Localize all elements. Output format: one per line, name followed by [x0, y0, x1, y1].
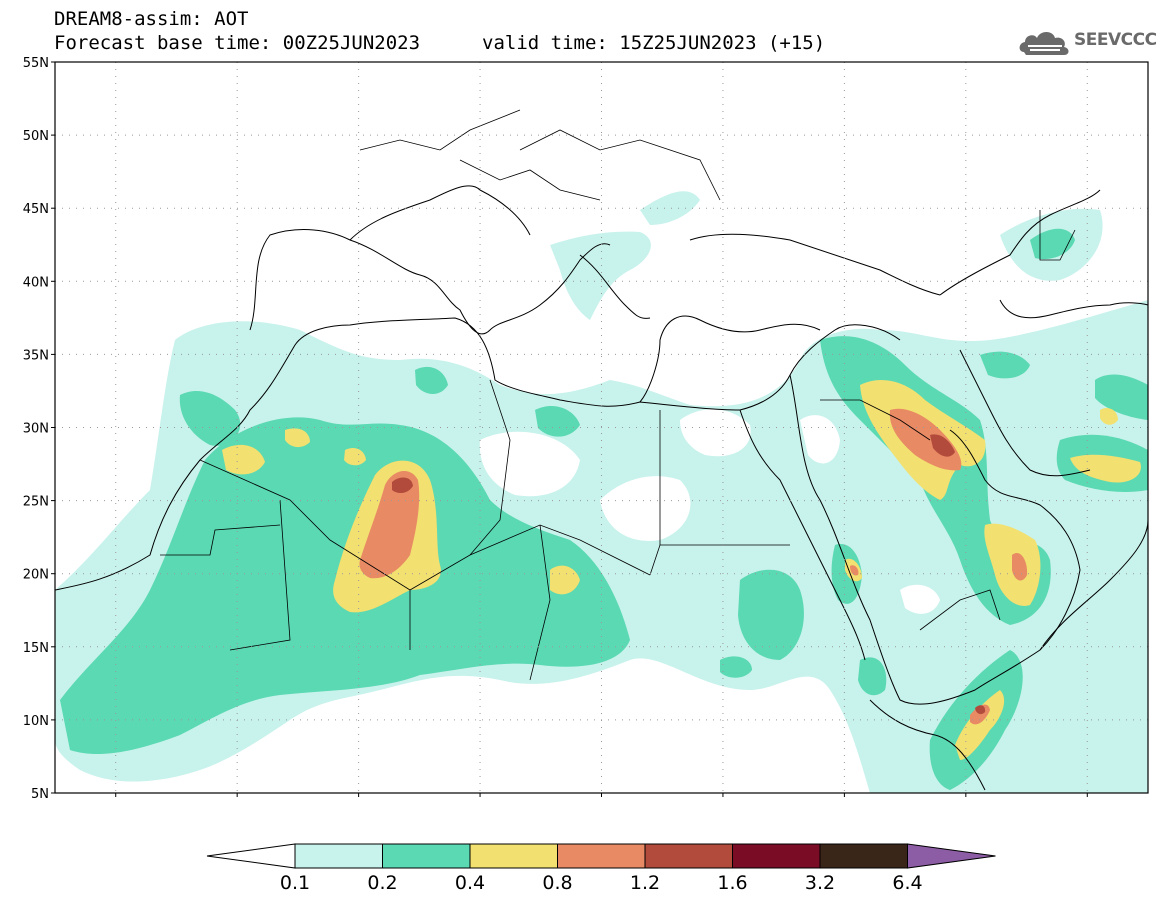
seevccc-logo: SEEVCCC — [1018, 24, 1158, 58]
colorbar-min-triangle — [206, 843, 296, 869]
colorbar-box — [557, 843, 646, 869]
colorbar-labels: 0.1 0.2 0.4 0.8 1.2 1.6 3.2 6.4 — [280, 872, 923, 894]
lat-label: 15N — [23, 641, 49, 656]
colorbar-level-label: 3.2 — [805, 872, 835, 894]
colorbar-boxes — [206, 843, 996, 869]
aot-shade-1.2 — [392, 434, 986, 715]
longitude-axis: 20W10W010E20E30E40E50E60E — [115, 793, 1088, 797]
colorbar-level-label: 1.2 — [630, 872, 660, 894]
coastlines — [55, 185, 1148, 791]
valid-time: valid time: 15Z25JUN2023 (+15) — [482, 32, 826, 54]
colorbar-box — [819, 843, 908, 869]
lat-label: 35N — [23, 348, 49, 363]
colorbar-level-label: 6.4 — [892, 872, 922, 894]
colorbar-box — [294, 843, 383, 869]
colorbar-level-label: 0.2 — [367, 872, 397, 894]
lat-label: 50N — [23, 129, 49, 144]
colorbar-level-label: 0.1 — [280, 872, 310, 894]
colorbar-max-triangle — [907, 843, 996, 869]
gridlines — [55, 62, 1148, 793]
lat-label: 25N — [23, 495, 49, 510]
aot-map: 55N 50N 45N 40N 35N 30N 25N 20N 15N 10N 5N 20W10W0… — [23, 56, 1149, 800]
lat-label: 40N — [23, 275, 49, 290]
country-borders — [160, 109, 1076, 681]
logo-text: SEEVCCC — [1074, 30, 1157, 50]
latitude-axis: 55N 50N 45N 40N 35N 30N 25N 20N 15N 10N 5N — [23, 56, 55, 800]
colorbar-box — [382, 843, 471, 869]
colorbar-level-label: 0.4 — [455, 872, 485, 894]
lat-label: 10N — [23, 714, 49, 729]
map-title: DREAM8-assim: AOT — [54, 8, 249, 30]
cloud-logo-icon — [1019, 32, 1069, 55]
forecast-base-time: Forecast base time: 00Z25JUN2023 — [54, 32, 421, 54]
lat-label: 20N — [23, 568, 49, 583]
lat-label: 45N — [23, 202, 49, 217]
lat-label: 55N — [23, 56, 49, 71]
colorbar-level-label: 0.8 — [542, 872, 572, 894]
lat-label: 5N — [31, 787, 49, 800]
colorbar-box — [732, 843, 821, 869]
colorbar-box — [644, 843, 733, 869]
lat-label: 30N — [23, 422, 49, 437]
colorbar-box — [469, 843, 558, 869]
colorbar-level-label: 1.6 — [717, 872, 747, 894]
